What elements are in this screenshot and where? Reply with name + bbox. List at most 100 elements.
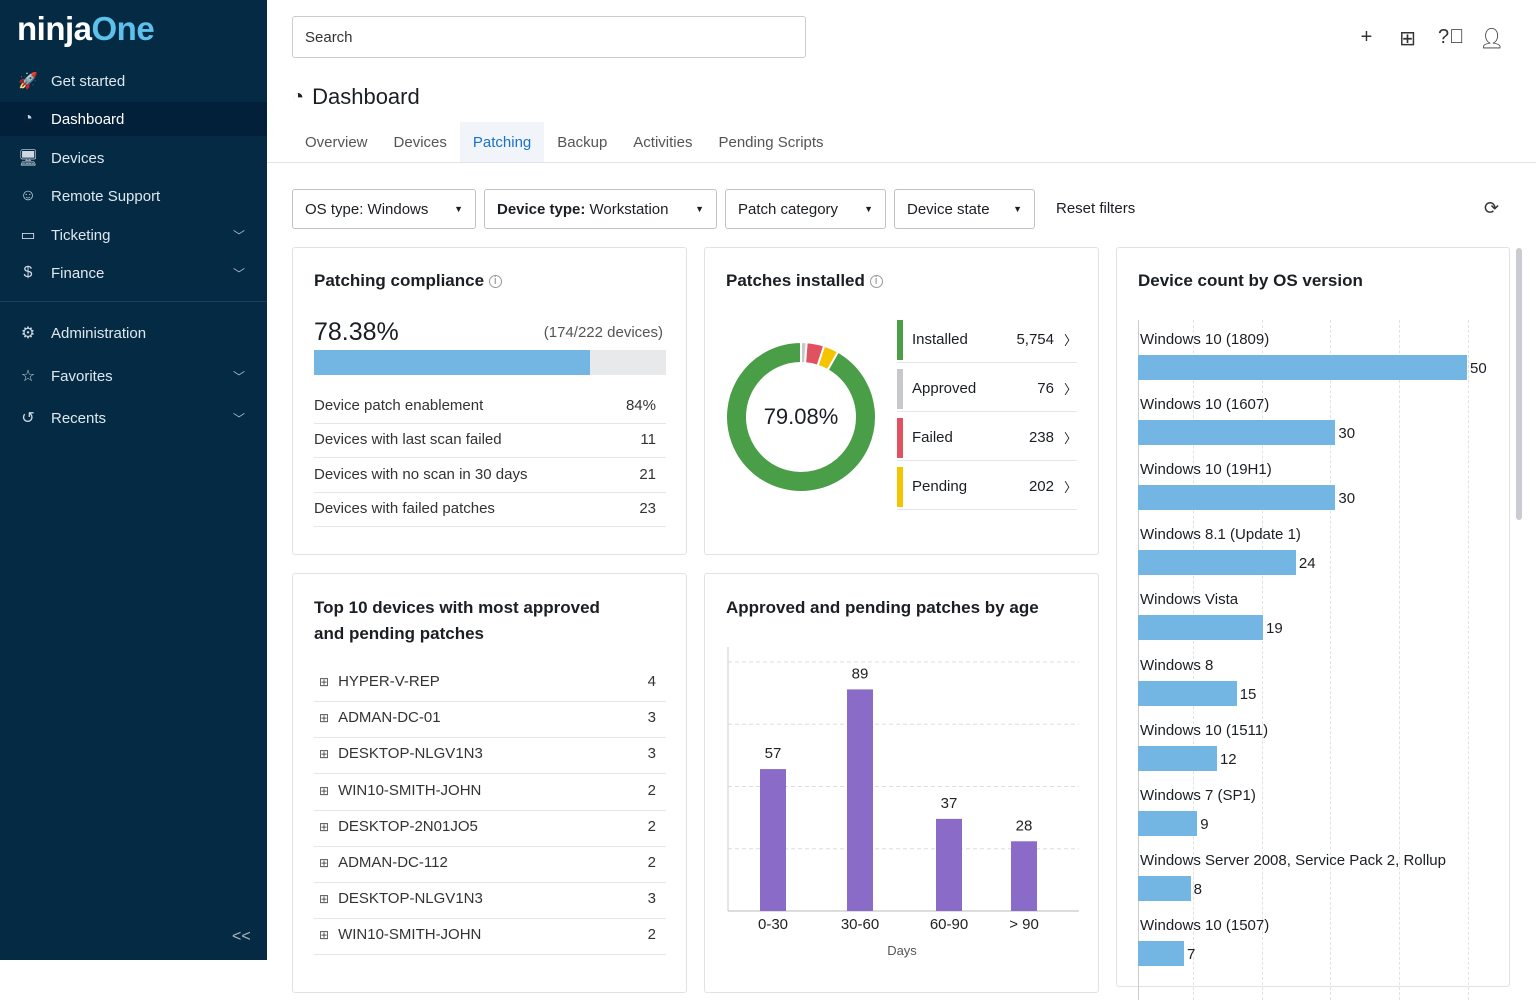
donut-slice-installed[interactable] bbox=[725, 341, 877, 493]
user-icon[interactable]: 👤︎ bbox=[1479, 28, 1505, 50]
gridline bbox=[1399, 320, 1400, 1000]
device-count: 3 bbox=[647, 709, 656, 727]
bar-30-60[interactable] bbox=[847, 689, 873, 911]
sidebar-item-ticketing[interactable]: ▭ Ticketing ﹀ bbox=[0, 218, 267, 252]
bar-Windows Vista[interactable] bbox=[1138, 615, 1264, 641]
windows-icon: ⊞ bbox=[319, 856, 330, 870]
caret-down-icon: ▼ bbox=[695, 204, 704, 214]
device-row[interactable]: ⊞ WIN10-SMITH-JOHN 2 bbox=[314, 775, 666, 811]
bar-> 90[interactable] bbox=[1011, 841, 1037, 911]
info-icon[interactable]: i bbox=[869, 275, 883, 289]
compliance-row[interactable]: Devices with no scan in 30 days 21 bbox=[314, 459, 666, 493]
device-state-filter[interactable]: Device state ▼ bbox=[894, 189, 1035, 229]
x-tick-label: 30-60 bbox=[841, 916, 879, 933]
row-value: 23 bbox=[639, 499, 656, 517]
add-icon[interactable]: + bbox=[1360, 26, 1373, 48]
tab-devices[interactable]: Devices bbox=[393, 134, 447, 151]
row-label: Device patch enablement bbox=[314, 397, 484, 414]
search-input[interactable]: Search bbox=[292, 16, 806, 58]
device-row[interactable]: ⊞ HYPER-V-REP 4 bbox=[314, 666, 666, 702]
sidebar-item-get-started[interactable]: 🚀 Get started bbox=[0, 64, 267, 98]
category-label: Windows 7 (SP1) bbox=[1140, 786, 1256, 804]
apps-grid-icon[interactable]: ⊞ bbox=[1399, 28, 1416, 50]
bar-Windows 7 (SP1)[interactable] bbox=[1138, 810, 1198, 836]
bar-Windows 8[interactable] bbox=[1138, 680, 1237, 706]
scrollbar[interactable] bbox=[1516, 248, 1522, 520]
page-title: ◔ Dashboard bbox=[292, 84, 420, 109]
dashboard-icon: ◔ bbox=[292, 85, 305, 108]
category-label: Windows 10 (19H1) bbox=[1140, 461, 1272, 479]
legend-item-failed[interactable]: Failed 238 〉 bbox=[897, 415, 1077, 461]
category-label: Windows Vista bbox=[1140, 591, 1239, 609]
bar-60-90[interactable] bbox=[936, 818, 962, 911]
devices-icon: 🖥 bbox=[18, 150, 39, 167]
sidebar-item-devices[interactable]: 🖥 Devices bbox=[0, 141, 267, 175]
x-tick-label: 0-30 bbox=[758, 916, 788, 933]
collapse-sidebar-icon[interactable]: << bbox=[232, 928, 251, 945]
bar-Windows Server 2008, Service Pack 2, Rollup[interactable] bbox=[1138, 875, 1191, 901]
device-row[interactable]: ⊞ ADMAN-DC-01 3 bbox=[314, 702, 666, 739]
gridline bbox=[1330, 320, 1331, 1000]
info-icon[interactable]: i bbox=[488, 275, 502, 289]
sidebar-item-administration[interactable]: ⚙ Administration bbox=[0, 316, 267, 350]
bar-Windows 10 (1809)[interactable] bbox=[1138, 355, 1467, 380]
help-icon[interactable]: ?⃝ bbox=[1438, 26, 1465, 48]
device-count: 2 bbox=[647, 854, 656, 871]
compliance-row[interactable]: Devices with last scan failed 11 bbox=[314, 424, 666, 459]
sidebar-item-finance[interactable]: $ Finance ﹀ bbox=[0, 256, 267, 290]
chevron-down-icon[interactable]: ﹀ bbox=[232, 228, 245, 243]
tab-overview[interactable]: Overview bbox=[305, 134, 368, 151]
tab-patching[interactable]: Patching bbox=[459, 122, 545, 162]
device-row[interactable]: ⊞ ADMAN-DC-112 2 bbox=[314, 847, 666, 883]
patching-compliance-card: Patching compliance i 78.38% (174/222 de… bbox=[292, 247, 687, 555]
device-row[interactable]: ⊞ DESKTOP-2N01JO5 2 bbox=[314, 811, 666, 847]
sidebar-item-dashboard[interactable]: ◔ Dashboard bbox=[0, 102, 267, 136]
bar-value-label: 37 bbox=[941, 795, 958, 812]
tab-activities[interactable]: Activities bbox=[633, 134, 693, 151]
compliance-devices: (174/222 devices) bbox=[543, 324, 663, 341]
legend-item-installed[interactable]: Installed 5,754 〉 bbox=[897, 317, 1077, 363]
sidebar-item-favorites[interactable]: ☆ Favorites ﹀ bbox=[0, 359, 267, 393]
device-row[interactable]: ⊞ DESKTOP-NLGV1N3 3 bbox=[314, 738, 666, 775]
bar-value-label: 9 bbox=[1200, 815, 1209, 833]
windows-icon: ⊞ bbox=[319, 819, 330, 834]
os-type-filter[interactable]: OS type: Windows ▼ bbox=[292, 189, 476, 229]
compliance-percent: 78.38% bbox=[314, 318, 399, 346]
bar-Windows 10 (1511)[interactable] bbox=[1138, 745, 1217, 771]
bar-0-30[interactable] bbox=[760, 769, 786, 911]
refresh-icon[interactable]: ⟳ bbox=[1484, 198, 1500, 218]
bar-Windows 8.1 (Update 1)[interactable] bbox=[1138, 550, 1296, 576]
device-name: DESKTOP-NLGV1N3 bbox=[338, 745, 483, 763]
legend-label: Installed bbox=[912, 331, 968, 348]
device-type-filter[interactable]: Device type: Workstation ▼ bbox=[484, 189, 717, 229]
bar-value-label: 8 bbox=[1193, 880, 1202, 898]
sidebar-item-recents[interactable]: ↺ Recents ﹀ bbox=[0, 401, 267, 435]
bar-Windows 10 (1607)[interactable] bbox=[1138, 420, 1336, 446]
chevron-down-icon[interactable]: ﹀ bbox=[232, 369, 245, 384]
bar-Windows 10 (19H1)[interactable] bbox=[1138, 485, 1336, 511]
ninjaone-logo[interactable]: ninjaOne bbox=[17, 10, 155, 47]
bar-value-label: 24 bbox=[1298, 555, 1316, 573]
sidebar-item-label: Devices bbox=[51, 149, 105, 167]
bar-Windows 10 (1507)[interactable] bbox=[1138, 940, 1185, 966]
compliance-row[interactable]: Device patch enablement 84% bbox=[314, 390, 666, 424]
tab-backup[interactable]: Backup bbox=[557, 134, 608, 151]
reset-filters-button[interactable]: Reset filters bbox=[1056, 200, 1136, 217]
legend-item-approved[interactable]: Approved 76 〉 bbox=[897, 366, 1077, 412]
legend-label: Failed bbox=[912, 429, 953, 446]
chevron-down-icon[interactable]: ﹀ bbox=[232, 411, 245, 426]
star-icon: ☆ bbox=[20, 368, 36, 385]
device-row[interactable]: ⊞ DESKTOP-NLGV1N3 3 bbox=[314, 883, 666, 920]
bar-value-label: 7 bbox=[1187, 945, 1196, 963]
tab-pending-scripts[interactable]: Pending Scripts bbox=[718, 134, 824, 151]
chevron-down-icon[interactable]: ﹀ bbox=[232, 266, 245, 281]
sidebar-item-remote-support[interactable]: ☺ Remote Support bbox=[0, 179, 267, 213]
patch-category-filter[interactable]: Patch category ▼ bbox=[725, 189, 886, 229]
bar-value-label: 50 bbox=[1470, 360, 1487, 377]
legend-item-pending[interactable]: Pending 202 〉 bbox=[897, 464, 1077, 510]
compliance-row[interactable]: Devices with failed patches 23 bbox=[314, 493, 666, 527]
bar-value-label: 28 bbox=[1016, 817, 1033, 834]
gridline bbox=[1468, 320, 1469, 1000]
device-name: DESKTOP-2N01JO5 bbox=[338, 817, 478, 835]
device-row[interactable]: ⊞ WIN10-SMITH-JOHN 2 bbox=[314, 919, 666, 956]
